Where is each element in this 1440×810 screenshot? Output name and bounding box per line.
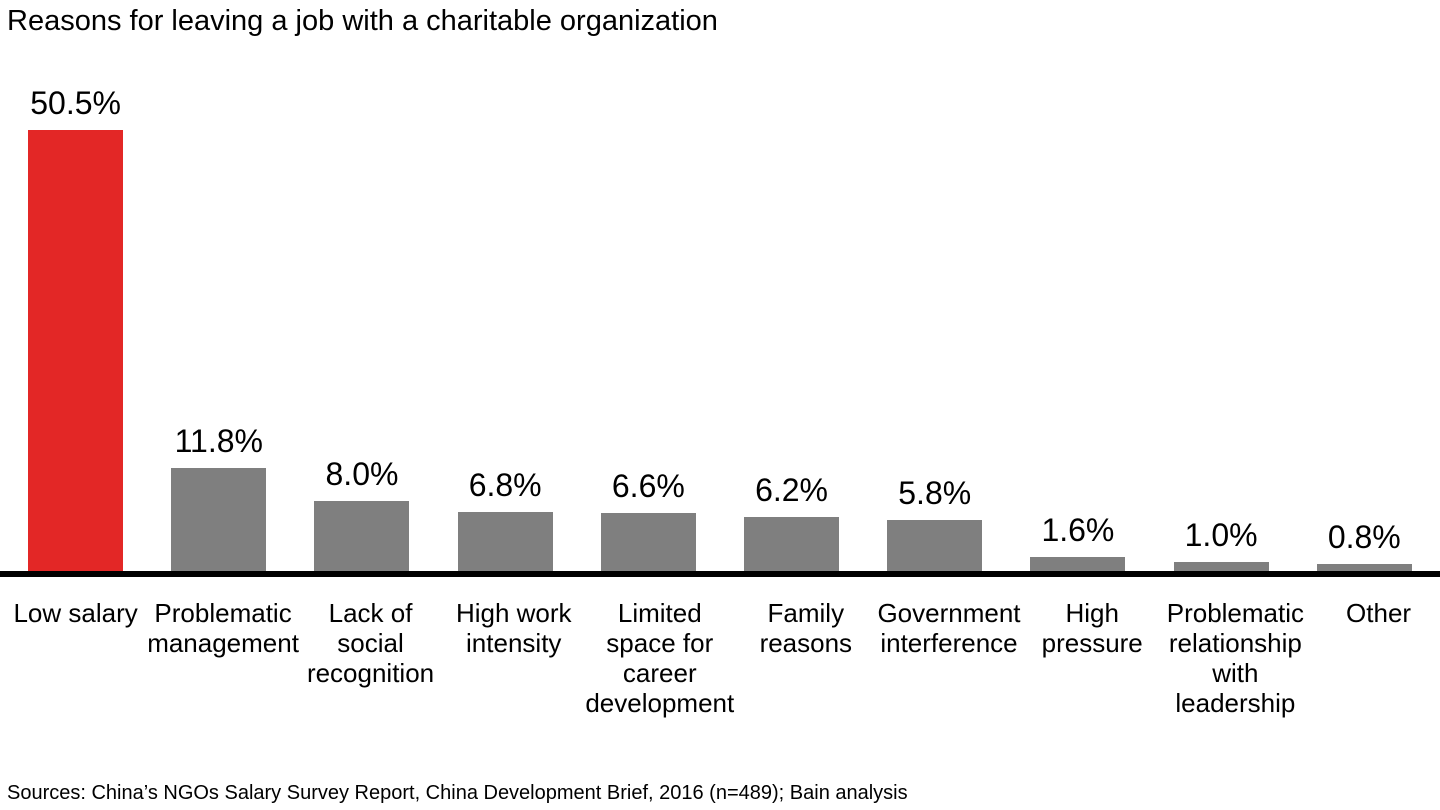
category-label-high-pressure: High pressure <box>1041 598 1143 658</box>
bar-value-label: 6.6% <box>611 468 685 504</box>
category-label-lack-of-social-recognition: Lack of social recognition <box>306 598 435 688</box>
bar-value-label: 5.8% <box>898 475 972 511</box>
bar-column-family-reasons: 6.2% <box>720 473 863 571</box>
bar-column-low-salary: 50.5% <box>4 86 147 571</box>
category-label-limited-space-for-career-development: Limited space for career development <box>585 598 735 718</box>
category-label-low-salary: Low salary <box>13 598 138 628</box>
bar-column-problematic-management: 11.8% <box>147 424 290 571</box>
bar-limited-space-for-career-development <box>600 513 696 571</box>
bar-problematic-relationship-with-leadership <box>1173 562 1269 571</box>
bar-high-pressure <box>1030 557 1126 571</box>
category-labels-row: Low salary Problematic management Lack of … <box>4 598 1436 718</box>
bar-value-label: 1.0% <box>1184 517 1258 553</box>
category-label-other: Other <box>1346 598 1412 628</box>
bar-low-salary <box>28 130 124 571</box>
x-axis-line <box>0 571 1440 577</box>
bar-lack-of-social-recognition <box>314 501 410 571</box>
category-label-problematic-management: Problematic management <box>147 598 299 658</box>
category-label-family-reasons: Family reasons <box>759 598 853 658</box>
bar-value-label: 8.0% <box>325 456 399 492</box>
category-label-government-interference: Government interference <box>877 598 1021 658</box>
bar-column-problematic-relationship-with-leadership: 1.0% <box>1150 518 1293 571</box>
bar-value-label: 6.8% <box>468 467 542 503</box>
bar-column-limited-space-for-career-development: 6.6% <box>577 469 720 571</box>
bar-chart-plot-area: 50.5% 11.8% 8.0% 6.8% 6.6% 6.2% 5.8% 1.6% 1.0% 0.… <box>4 0 1436 571</box>
category-label-problematic-relationship-with-leadership: Problematic relationship with leadership <box>1166 598 1305 718</box>
bar-column-lack-of-social-recognition: 8.0% <box>290 457 433 571</box>
bar-family-reasons <box>744 517 840 571</box>
bar-other <box>1316 564 1412 571</box>
bar-government-interference <box>887 520 983 571</box>
category-label-high-work-intensity: High work intensity <box>455 598 572 658</box>
bar-column-government-interference: 5.8% <box>863 476 1006 571</box>
bar-value-label: 6.2% <box>755 472 828 508</box>
bar-column-other: 0.8% <box>1293 520 1436 571</box>
bar-value-label: 11.8% <box>174 423 263 459</box>
bar-column-high-pressure: 1.6% <box>1006 513 1149 571</box>
chart-title: Reasons for leaving a job with a charita… <box>7 5 718 37</box>
source-note: Sources: China’s NGOs Salary Survey Repo… <box>7 782 908 804</box>
bar-value-label: 0.8% <box>1327 519 1401 555</box>
bar-value-label: 1.6% <box>1041 512 1115 548</box>
bar-column-high-work-intensity: 6.8% <box>434 468 577 571</box>
bar-high-work-intensity <box>457 512 553 571</box>
bar-value-label: 50.5% <box>30 85 121 121</box>
bar-problematic-management <box>171 468 267 571</box>
